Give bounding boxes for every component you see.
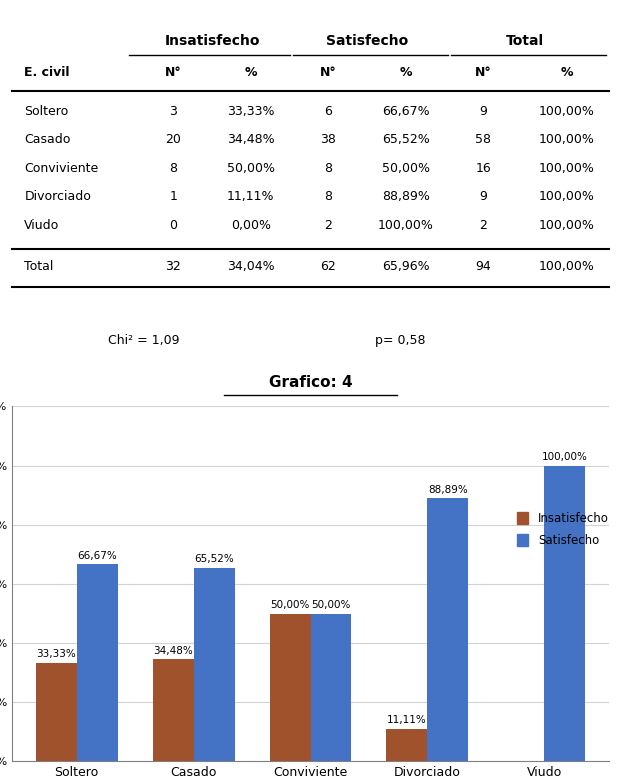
Text: 38: 38 <box>320 134 337 146</box>
Text: 8: 8 <box>170 162 178 175</box>
Text: 65,52%: 65,52% <box>382 134 430 146</box>
Text: 50,00%: 50,00% <box>382 162 430 175</box>
Text: Divorciado: Divorciado <box>24 190 91 204</box>
Bar <box>194 567 235 761</box>
Bar <box>386 729 427 761</box>
Text: 100,00%: 100,00% <box>542 452 587 462</box>
Text: Conviviente: Conviviente <box>24 162 99 175</box>
Text: N°: N° <box>320 66 337 79</box>
Text: 58: 58 <box>476 134 491 146</box>
Text: 11,11%: 11,11% <box>387 715 427 725</box>
Text: %: % <box>400 66 412 79</box>
Text: 100,00%: 100,00% <box>539 105 595 118</box>
Bar <box>270 614 310 761</box>
Text: %: % <box>245 66 257 79</box>
Text: 34,04%: 34,04% <box>227 260 274 274</box>
Text: 11,11%: 11,11% <box>227 190 274 204</box>
Text: 9: 9 <box>479 190 487 204</box>
Bar <box>310 614 351 761</box>
Text: Total: Total <box>506 33 544 47</box>
Bar <box>36 663 77 761</box>
Text: 33,33%: 33,33% <box>227 105 274 118</box>
Text: 100,00%: 100,00% <box>539 162 595 175</box>
Text: E. civil: E. civil <box>24 66 70 79</box>
Text: 88,89%: 88,89% <box>382 190 430 204</box>
Text: 62: 62 <box>320 260 336 274</box>
Text: 100,00%: 100,00% <box>539 218 595 232</box>
Text: 33,33%: 33,33% <box>37 650 76 660</box>
Text: 100,00%: 100,00% <box>539 190 595 204</box>
Text: 9: 9 <box>479 105 487 118</box>
Text: 100,00%: 100,00% <box>378 218 434 232</box>
Text: 66,67%: 66,67% <box>77 551 117 561</box>
Text: 100,00%: 100,00% <box>539 134 595 146</box>
Text: %: % <box>561 66 573 79</box>
Text: Casado: Casado <box>24 134 71 146</box>
Text: 66,67%: 66,67% <box>382 105 430 118</box>
Bar <box>77 564 117 761</box>
Text: Viudo: Viudo <box>24 218 60 232</box>
Text: N°: N° <box>165 66 182 79</box>
Text: N°: N° <box>475 66 492 79</box>
Text: p= 0,58: p= 0,58 <box>374 334 425 347</box>
Text: Insatisfecho: Insatisfecho <box>165 33 260 47</box>
Text: Grafico: 4: Grafico: 4 <box>269 375 352 390</box>
Text: 34,48%: 34,48% <box>153 646 193 656</box>
Text: 32: 32 <box>166 260 181 274</box>
Text: 8: 8 <box>324 190 332 204</box>
Text: 16: 16 <box>476 162 491 175</box>
Text: 50,00%: 50,00% <box>311 600 351 610</box>
Text: 6: 6 <box>324 105 332 118</box>
Text: 2: 2 <box>479 218 487 232</box>
Text: 65,52%: 65,52% <box>194 554 234 564</box>
Text: 2: 2 <box>324 218 332 232</box>
Text: 88,89%: 88,89% <box>428 485 468 495</box>
Text: 0,00%: 0,00% <box>231 218 271 232</box>
Bar <box>153 660 194 761</box>
Legend: Insatisfecho, Satisfecho: Insatisfecho, Satisfecho <box>517 512 609 547</box>
Text: 100,00%: 100,00% <box>539 260 595 274</box>
Text: 3: 3 <box>170 105 178 118</box>
Text: Chi² = 1,09: Chi² = 1,09 <box>108 334 179 347</box>
Text: Satisfecho: Satisfecho <box>326 33 408 47</box>
Bar <box>427 499 468 761</box>
Text: 0: 0 <box>170 218 178 232</box>
Text: 65,96%: 65,96% <box>382 260 430 274</box>
Text: 94: 94 <box>476 260 491 274</box>
Text: 20: 20 <box>165 134 181 146</box>
Text: 1: 1 <box>170 190 178 204</box>
Text: 8: 8 <box>324 162 332 175</box>
Text: 50,00%: 50,00% <box>227 162 275 175</box>
Text: 50,00%: 50,00% <box>270 600 310 610</box>
Text: 34,48%: 34,48% <box>227 134 274 146</box>
Text: Soltero: Soltero <box>24 105 68 118</box>
Text: Total: Total <box>24 260 54 274</box>
Bar <box>544 465 585 761</box>
